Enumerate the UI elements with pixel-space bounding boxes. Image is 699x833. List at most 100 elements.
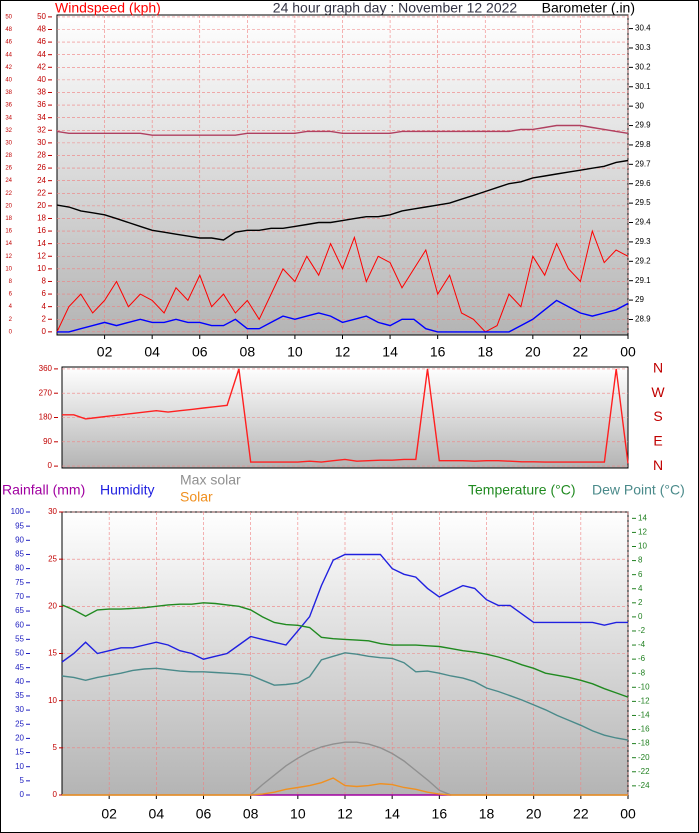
y-tick-label: 18 xyxy=(37,214,46,223)
y-tick-label: 16 xyxy=(5,229,12,235)
legend-label: Windspeed (kph) xyxy=(55,0,161,16)
y-tick-label: 0 xyxy=(48,461,53,470)
y2-tick-label: 30.4 xyxy=(635,24,651,33)
y-tick-label: 6 xyxy=(9,292,13,298)
y-tick-label: 90 xyxy=(43,437,52,446)
y3-tick-label: 60 xyxy=(15,620,24,629)
y2-tick-label: N xyxy=(653,457,663,473)
y-tick-label: 0 xyxy=(42,327,47,336)
y3-tick-label: 5 xyxy=(20,776,25,785)
series-line xyxy=(57,299,629,333)
y2-tick-label: 30.1 xyxy=(635,82,651,91)
y-tick-label: 38 xyxy=(37,88,46,97)
x-tick-label: 06 xyxy=(192,344,208,360)
y2-tick-label: S xyxy=(653,408,662,424)
y2-tick-label: -24 xyxy=(638,781,650,790)
y-tick-label: 24 xyxy=(37,176,46,185)
y-tick-label: 180 xyxy=(39,413,53,422)
y2-tick-label: E xyxy=(653,433,662,449)
y-tick-label: 8 xyxy=(42,277,47,286)
y2-tick-label: W xyxy=(651,384,665,400)
y-tick-label: 44 xyxy=(5,52,12,58)
series-line xyxy=(61,652,629,741)
y-tick-label: 10 xyxy=(37,264,46,273)
y2-tick-label: -4 xyxy=(638,640,646,649)
y2-tick-label: 30 xyxy=(635,101,644,110)
x-tick-label: 14 xyxy=(382,344,398,360)
legend-label: Barometer (.in) xyxy=(542,0,635,16)
y-tick-label: 50 xyxy=(5,14,12,20)
y-tick-label: 40 xyxy=(5,77,12,83)
y-tick-label: 10 xyxy=(48,696,57,705)
y3-tick-label: 40 xyxy=(15,677,24,686)
y2-tick-label: 10 xyxy=(638,542,647,551)
y2-tick-label: -8 xyxy=(638,668,646,677)
x-tick-label: 10 xyxy=(290,806,306,822)
x-tick-label: 04 xyxy=(149,806,165,822)
y-tick-label: 26 xyxy=(5,166,12,172)
y-tick-label: 270 xyxy=(39,388,53,397)
series-line xyxy=(56,124,629,136)
x-tick-label: 12 xyxy=(337,806,353,822)
x-tick-label: 20 xyxy=(526,806,542,822)
y2-tick-label: 29.2 xyxy=(635,256,651,265)
x-tick-label: 04 xyxy=(144,344,160,360)
y-tick-label: 5 xyxy=(53,743,58,752)
x-tick-label: 22 xyxy=(573,344,589,360)
y-tick-label: 360 xyxy=(39,364,53,373)
y-tick-label: 15 xyxy=(48,649,57,658)
x-tick-label: 02 xyxy=(97,344,113,360)
y2-tick-label: 29.3 xyxy=(635,237,651,246)
y-tick-label: 28 xyxy=(37,151,46,160)
y2-tick-label: 28.9 xyxy=(635,315,651,324)
y2-tick-label: -22 xyxy=(638,767,650,776)
y-tick-label: 48 xyxy=(5,27,12,33)
y-tick-label: 20 xyxy=(37,201,46,210)
y2-tick-label: N xyxy=(653,360,663,376)
x-tick-label: 22 xyxy=(573,806,589,822)
y-tick-label: 38 xyxy=(5,90,12,96)
y-tick-label: 4 xyxy=(9,304,13,310)
y2-tick-label: -16 xyxy=(638,725,650,734)
y-tick-label: 46 xyxy=(37,37,46,46)
y-tick-label: 48 xyxy=(37,25,46,34)
y-tick-label: 46 xyxy=(5,40,12,46)
y3-tick-label: 30 xyxy=(15,705,24,714)
y3-tick-label: 45 xyxy=(15,663,24,672)
y-tick-label: 32 xyxy=(5,128,12,134)
x-tick-label: 08 xyxy=(240,344,256,360)
y2-tick-label: 14 xyxy=(638,513,647,522)
x-tick-label: 16 xyxy=(430,344,446,360)
y-tick-label: 28 xyxy=(5,153,12,159)
y3-tick-label: 65 xyxy=(15,606,24,615)
x-tick-label: 08 xyxy=(243,806,259,822)
y-tick-label: 2 xyxy=(9,317,13,323)
x-tick-label: 06 xyxy=(196,806,212,822)
x-tick-label: 12 xyxy=(335,344,351,360)
legend-label: Temperature (°C) xyxy=(468,482,576,498)
y3-tick-label: 35 xyxy=(15,691,24,700)
y-tick-label: 36 xyxy=(37,100,46,109)
y2-tick-label: -6 xyxy=(638,654,646,663)
legend-label: Max solar xyxy=(180,472,241,488)
y-tick-label: 22 xyxy=(37,188,46,197)
x-tick-label: 02 xyxy=(101,806,117,822)
legend-label: Humidity xyxy=(100,482,154,498)
y2-tick-label: 8 xyxy=(638,556,643,565)
y3-tick-label: 90 xyxy=(15,535,24,544)
y-tick-label: 34 xyxy=(37,113,46,122)
y-tick-label: 10 xyxy=(5,266,12,272)
x-tick-label: 16 xyxy=(432,806,448,822)
y3-tick-label: 100 xyxy=(11,507,25,516)
y3-tick-label: 85 xyxy=(15,550,24,559)
y2-tick-label: -20 xyxy=(638,753,650,762)
y2-tick-label: 29 xyxy=(635,295,644,304)
y-tick-label: 32 xyxy=(37,125,46,134)
y-tick-label: 18 xyxy=(5,216,12,222)
x-tick-label: 10 xyxy=(287,344,303,360)
y-tick-label: 14 xyxy=(5,241,12,247)
y2-tick-label: -18 xyxy=(638,739,650,748)
x-tick-label: 14 xyxy=(384,806,400,822)
y3-tick-label: 55 xyxy=(15,634,24,643)
